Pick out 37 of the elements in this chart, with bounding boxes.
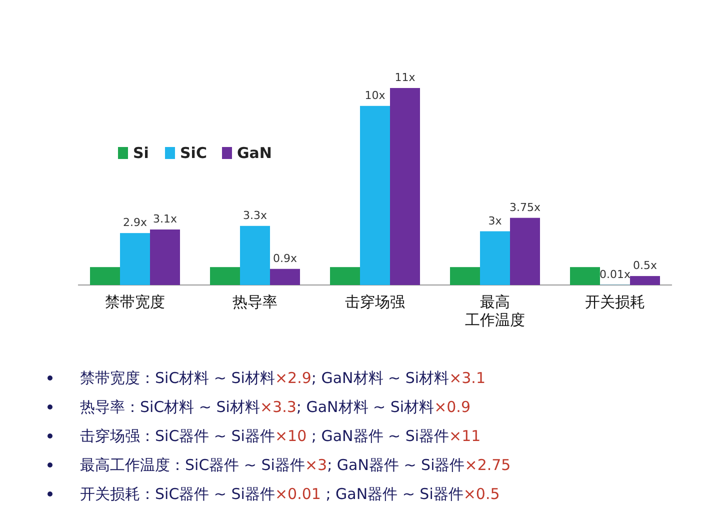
bar [120, 233, 150, 285]
text: 热导率：SiC材料 ~ Si材料×3.3; GaN材料 ~ Si材料×0.9 [80, 398, 470, 416]
x-tick-label: 禁带宽度 [105, 293, 165, 311]
bar [270, 268, 300, 285]
data-label: 10x [364, 88, 386, 102]
data-label: 3.3x [242, 208, 268, 222]
bar [240, 226, 270, 285]
bar [390, 88, 420, 285]
legend-label: GaN [237, 144, 272, 162]
bar [210, 267, 240, 285]
bar [570, 267, 600, 285]
text: 最高工作温度：SiC器件 ~ Si器件×3; GaN器件 ~ Si器件×2.75 [80, 456, 511, 474]
x-tick-label: 击穿场强 [345, 293, 405, 311]
data-label: 3.75x [509, 200, 541, 214]
data-label: 2.9x [122, 216, 148, 230]
bar [480, 231, 510, 285]
bar [450, 267, 480, 285]
bar [630, 276, 660, 285]
bar [510, 218, 540, 285]
text: 击穿场强：SiC器件 ~ Si器件×10 ; GaN器件 ~ Si器件×11 [80, 427, 481, 445]
legend-label: Si [133, 144, 149, 162]
text: 禁带宽度：SiC材料 ~ Si材料×2.9; GaN材料 ~ Si材料×3.1 [80, 369, 486, 387]
data-label: 0.9x [272, 252, 298, 265]
bar [150, 229, 180, 285]
x-tick-label: 开关损耗 [585, 293, 645, 311]
data-label: 0.01x [599, 268, 631, 281]
data-label: 0.5x [632, 259, 658, 272]
bar [90, 267, 120, 285]
data-label: 11x [394, 71, 416, 84]
x-tick-label: 最高工作温度 [465, 293, 525, 329]
legend-label: SiC [180, 144, 207, 162]
data-label: 3x [488, 214, 502, 228]
bar [360, 106, 390, 285]
bar [330, 267, 360, 285]
text: 开关损耗：SiC器件 ~ Si器件×0.01 ; GaN器件 ~ Si器件×0.5 [80, 485, 500, 503]
data-label: 3.1x [152, 212, 178, 226]
x-tick-label: 热导率 [232, 293, 278, 311]
